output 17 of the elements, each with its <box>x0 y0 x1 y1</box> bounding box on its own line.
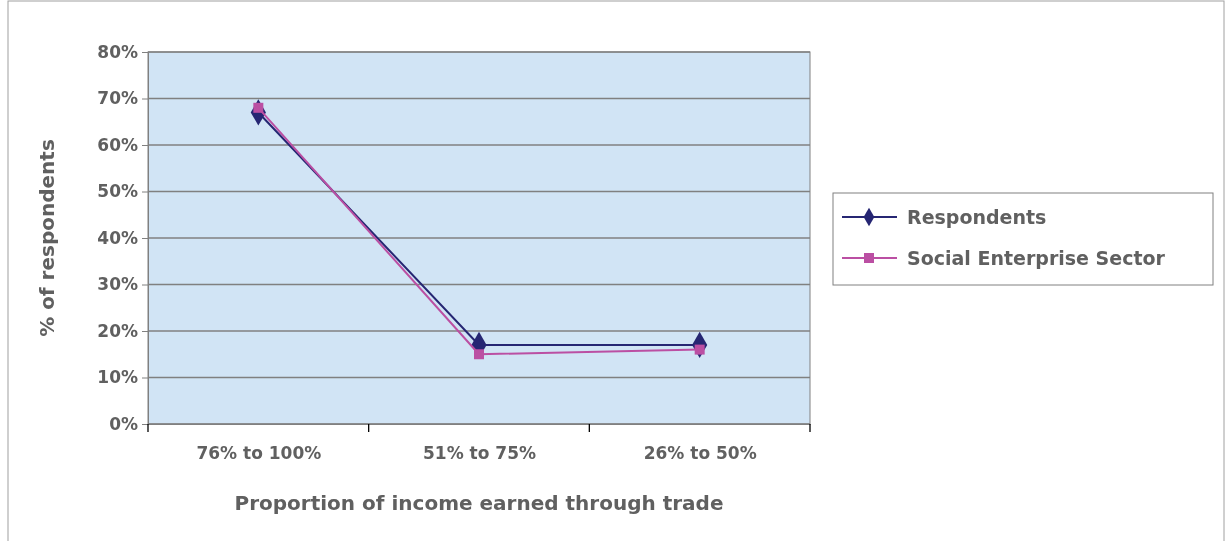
y-tick-label: 70% <box>97 88 138 109</box>
y-tick-label: 30% <box>97 274 138 295</box>
x-tick-label: 76% to 100% <box>196 443 322 464</box>
y-tick-label: 0% <box>109 413 138 434</box>
y-tick-label: 40% <box>97 227 138 248</box>
x-tick-label: 51% to 75% <box>422 443 537 464</box>
legend-label: Social Enterprise Sector <box>907 247 1166 269</box>
y-axis-title: % of respondents <box>35 139 59 337</box>
y-tick-label: 20% <box>97 320 138 341</box>
y-tick-label: 50% <box>97 181 138 202</box>
point <box>474 349 484 360</box>
x-axis-title: Proportion of income earned through trade <box>234 491 724 515</box>
x-tick-label: 26% to 50% <box>643 443 757 464</box>
y-tick-label: 80% <box>97 41 138 62</box>
y-tick-label: 60% <box>97 134 138 155</box>
y-tick-label: 10% <box>97 367 138 388</box>
legend-label: Respondents <box>907 206 1047 228</box>
